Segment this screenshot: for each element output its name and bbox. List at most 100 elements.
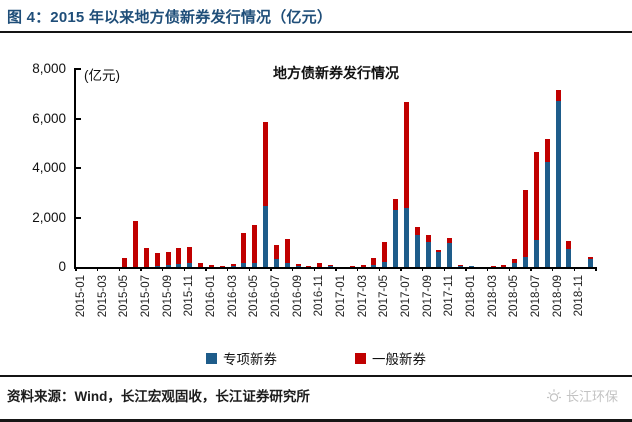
y-axis-tick <box>76 117 81 120</box>
bar-segment-general <box>295 264 301 267</box>
x-axis-tick <box>573 267 576 271</box>
legend-label: 一般新券 <box>372 352 426 367</box>
bar-segment-special <box>176 263 182 267</box>
bottom-border <box>0 419 632 422</box>
bar-segment-special <box>252 262 258 267</box>
bar-segment-special <box>436 252 442 267</box>
bar-segment-special <box>425 242 431 267</box>
x-axis-label: 2018-05 <box>508 275 521 318</box>
bar-segment-general <box>284 238 290 264</box>
y-axis-label: 6,000 <box>32 110 66 126</box>
x-axis-label: 2016-05 <box>248 275 261 318</box>
x-axis-tick <box>551 267 554 271</box>
bar-segment-general <box>533 152 539 241</box>
bar-segment-general <box>241 233 247 264</box>
y-axis-label: 8,000 <box>32 61 66 76</box>
bar-segment-special <box>403 207 409 267</box>
bar-segment-general <box>588 257 594 259</box>
x-axis-label: 2018-11 <box>573 275 586 317</box>
bar-segment-special <box>263 205 269 267</box>
x-axis-tick <box>183 267 186 271</box>
bar-segment-general <box>371 258 377 265</box>
figure-footer: 资料来源：Wind，长江宏观固收，长江证券研究所 长江环保 <box>0 384 632 406</box>
bar-segment-general <box>566 241 572 249</box>
y-axis-tick <box>76 216 81 219</box>
bar-segment-special <box>382 262 388 267</box>
watermark: 长江环保 <box>546 386 618 405</box>
bar-segment-special <box>414 234 420 267</box>
legend-label: 专项新券 <box>223 352 277 367</box>
x-axis-label: 2017-11 <box>443 275 456 317</box>
x-axis-tick <box>205 267 207 271</box>
x-axis-tick <box>75 267 77 271</box>
bar-segment-special <box>555 101 561 267</box>
y-axis-line <box>74 68 76 269</box>
bar-segment-general <box>273 244 279 259</box>
x-axis-tick <box>313 267 316 271</box>
bar-segment-general <box>122 258 128 267</box>
bar-segment-general <box>393 198 399 211</box>
x-axis-tick <box>226 267 229 271</box>
bar-segment-general <box>490 265 496 267</box>
bar-segment-special <box>230 266 236 267</box>
bar-segment-general <box>252 224 258 263</box>
general-swatch-icon <box>355 352 366 364</box>
y-axis-tick <box>76 68 81 70</box>
bar-segment-general <box>360 265 366 267</box>
source-note: 资料来源：Wind，长江宏观固收，长江证券研究所 <box>7 389 310 404</box>
special-swatch-icon <box>206 352 217 364</box>
bar-segment-general <box>317 262 323 267</box>
bar-segment-general <box>414 227 420 235</box>
bar-segment-general <box>154 252 160 266</box>
x-axis-tick <box>291 267 294 271</box>
x-axis-label: 2017-09 <box>421 275 434 318</box>
bar-segment-special <box>241 263 247 267</box>
bar-segment-general <box>403 102 409 208</box>
bar-segment-special <box>544 162 550 267</box>
x-axis-tick <box>118 267 121 271</box>
watermark-text: 长江环保 <box>565 389 618 404</box>
legend-item-special: 专项新券 <box>206 348 277 368</box>
bar-segment-general <box>306 265 312 267</box>
x-axis-label: 2016-03 <box>226 275 239 318</box>
bar-segment-special <box>393 210 399 267</box>
bar-segment-general <box>458 264 464 266</box>
x-axis-tick <box>400 267 402 271</box>
x-axis-label: 2018-09 <box>551 275 564 318</box>
bar-segment-general <box>187 246 193 264</box>
figure-header: 图 4：2015 年以来地方债新券发行情况（亿元） <box>0 0 632 33</box>
bar-segment-general <box>198 263 204 267</box>
unit-label: (亿元) <box>84 68 120 83</box>
x-axis-label: 2017-05 <box>378 275 391 318</box>
plot-area: 0 2,000 4,000 6,000 8,000 2015-01 2015-03 2015-… <box>32 61 597 317</box>
y-axis-tick <box>76 167 81 169</box>
bar-segment-special <box>468 266 474 267</box>
footer-divider <box>0 375 632 377</box>
bar-segment-general <box>143 247 149 267</box>
bar-segment-special <box>273 258 279 267</box>
x-axis-tick <box>335 267 337 271</box>
bar-segment-general <box>501 265 507 267</box>
bar-segment-general <box>512 258 518 264</box>
bar-segment-special <box>447 243 453 267</box>
x-axis-label: 2016-09 <box>291 275 304 318</box>
bar-segment-special <box>512 263 518 267</box>
bar-segment-general <box>382 241 388 263</box>
y-axis-label: 0 <box>58 259 66 274</box>
x-axis-label: 2015-05 <box>118 275 131 318</box>
bar-segment-general <box>208 265 214 267</box>
bar-segment-general <box>219 266 225 267</box>
chart-title: 地方债新券发行情况 <box>273 65 399 81</box>
x-axis-label: 2018-01 <box>464 275 477 318</box>
bar-segment-special <box>523 257 529 267</box>
x-axis-tick <box>140 267 142 271</box>
bar-segment-general <box>230 264 236 267</box>
bar-segment-general <box>555 89 561 102</box>
bar-segment-general <box>176 247 182 264</box>
bar-segment-general <box>133 220 139 267</box>
x-axis-label: 2017-01 <box>334 275 347 318</box>
legend-item-general: 一般新券 <box>355 348 426 368</box>
x-axis-tick <box>465 267 467 271</box>
x-axis-label: 2016-01 <box>204 275 217 318</box>
